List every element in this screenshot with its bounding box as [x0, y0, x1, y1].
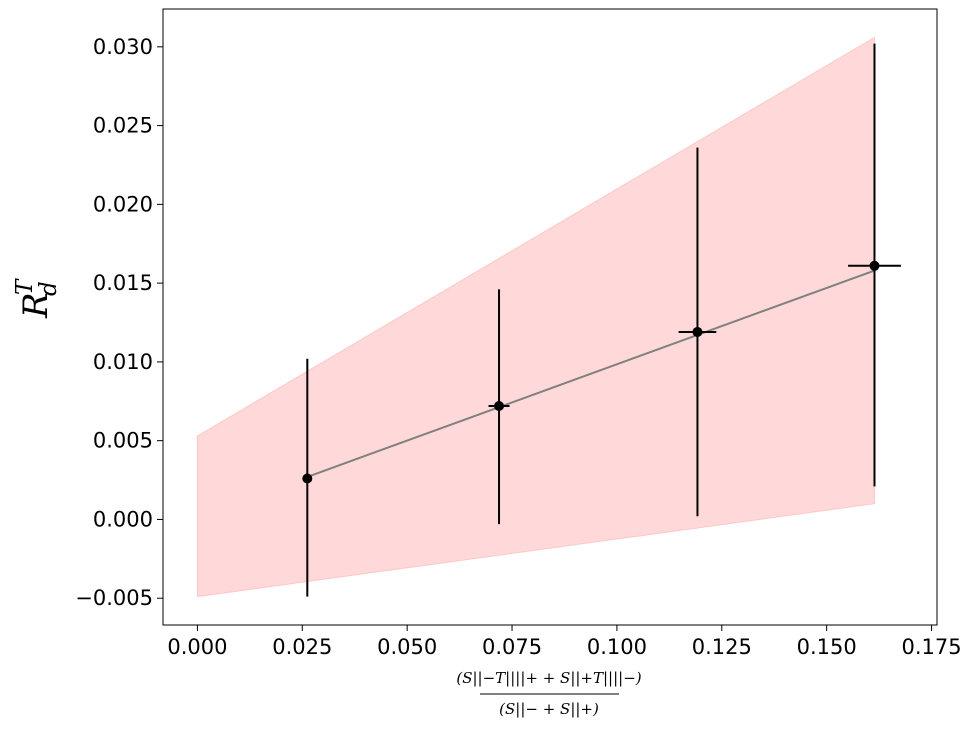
- x-axis-label-denominator: (S||− + S||+): [499, 700, 599, 718]
- x-tick: 0.000: [167, 625, 227, 659]
- x-tick: 0.025: [272, 625, 332, 659]
- point-marker: [302, 473, 313, 484]
- confidence-band-layer: [196, 36, 875, 598]
- y-tick-label: 0.005: [93, 429, 153, 453]
- x-axis-label-numerator: (S||−T||||+ + S||+T||||−): [456, 669, 641, 687]
- y-axis-label-sup: T: [12, 278, 38, 295]
- point-marker: [692, 326, 703, 337]
- y-tick-label: −0.005: [75, 586, 153, 610]
- y-axis-label-sub: d: [36, 281, 62, 296]
- x-tick-label: 0.125: [692, 635, 752, 659]
- point-marker: [494, 401, 505, 412]
- x-tick: 0.050: [377, 625, 437, 659]
- y-tick-label: 0.020: [93, 192, 153, 216]
- x-tick-label: 0.000: [167, 635, 227, 659]
- data-point-4: [848, 43, 901, 487]
- x-tick: 0.100: [587, 625, 647, 659]
- data-point-1: [302, 358, 313, 597]
- y-tick: −0.005: [75, 586, 163, 610]
- x-tick: 0.175: [901, 625, 962, 659]
- y-tick: 0.020: [93, 192, 163, 216]
- x-tick-label: 0.075: [482, 635, 542, 659]
- fit-line: [306, 269, 875, 478]
- fit-line-layer: [306, 269, 875, 478]
- x-axis-label: (S||−T||||+ + S||+T||||−) (S||− + S||+): [456, 669, 641, 718]
- x-tick-label: 0.150: [797, 635, 857, 659]
- y-tick-label: 0.030: [93, 35, 153, 59]
- y-axis-label-main: R: [16, 292, 56, 319]
- x-tick: 0.075: [482, 625, 542, 659]
- y-axis-ticks: −0.005 0.000 0.005 0.010 0.015 0.020 0.025 0.03…: [75, 35, 163, 610]
- plot-frame: [162, 8, 938, 626]
- y-tick: 0.010: [93, 350, 163, 374]
- x-tick-label: 0.025: [272, 635, 332, 659]
- data-point-3: [678, 147, 717, 517]
- x-tick: 0.150: [797, 625, 857, 659]
- x-axis-ticks: 0.000 0.025 0.050 0.075 0.100 0.125 0.150 0.175: [167, 625, 962, 659]
- y-tick: 0.005: [93, 429, 163, 453]
- data-points-layer: [302, 43, 901, 597]
- y-tick-label: 0.015: [93, 271, 153, 295]
- y-tick-label: 0.010: [93, 350, 153, 374]
- x-tick-label: 0.175: [901, 635, 961, 659]
- y-tick: 0.025: [93, 114, 163, 138]
- y-tick: 0.015: [93, 271, 163, 295]
- x-tick-label: 0.100: [587, 635, 647, 659]
- y-tick-label: 0.000: [93, 507, 153, 531]
- point-marker: [869, 260, 880, 271]
- confidence-band: [196, 36, 875, 598]
- x-tick-label: 0.050: [377, 635, 437, 659]
- data-point-2: [488, 289, 510, 525]
- x-tick: 0.125: [692, 625, 752, 659]
- y-tick: 0.000: [93, 507, 163, 531]
- y-tick: 0.030: [93, 35, 163, 59]
- y-tick-label: 0.025: [93, 114, 153, 138]
- y-axis-label: R d T: [12, 278, 62, 319]
